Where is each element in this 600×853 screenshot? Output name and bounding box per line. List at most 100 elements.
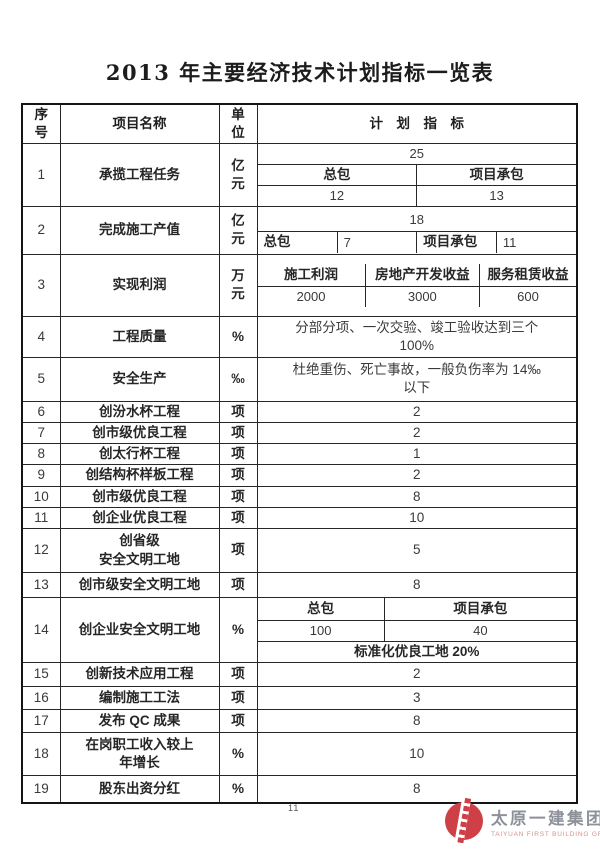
table-row: 11 创企业优良工程 项 10 [21, 506, 578, 530]
unit-cell: 项 [218, 528, 258, 574]
table-row: 1 承揽工程任务 亿 元 25 总包 项目承包 12 13 [21, 143, 578, 207]
project-name: 创新技术应用工程 [59, 662, 220, 688]
table-row: 15 创新技术应用工程 项 2 [21, 662, 578, 688]
col-header-name: 项目名称 [59, 103, 220, 145]
indicator-value: 3 [256, 686, 578, 711]
indicator-subhead: 总包 [258, 598, 385, 621]
row-no: 2 [21, 205, 61, 255]
indicator-subhead: 服务租赁收益 [479, 263, 576, 288]
unit-cell: 项 [218, 464, 258, 487]
indicator-value: 8 [256, 709, 578, 734]
indicator-subvalue: 7 [336, 231, 418, 253]
indicator-subvalue: 3000 [364, 286, 481, 307]
table-row: 12 创省级 安全文明工地 项 5 [21, 528, 578, 574]
indicator-value: 2 [256, 400, 578, 423]
table-row: 10 创市级优良工程 项 8 [21, 485, 578, 508]
indicator-subhead: 总包 [258, 163, 418, 187]
indicator-subvalue: 100 [258, 619, 385, 642]
table-row: 3 实现利润 万 元 施工利润 房地产开发收益 服务租赁收益 2000 3000… [21, 253, 578, 317]
project-name: 创市级安全文明工地 [59, 572, 220, 599]
indicator-value: 8 [256, 485, 578, 508]
indicator-subvalue: 11 [495, 231, 576, 253]
project-name: 创省级 安全文明工地 [59, 528, 220, 574]
project-name: 创结构杯样板工程 [59, 464, 220, 487]
indicator-value: 8 [256, 775, 578, 804]
indicator-value: 杜绝重伤、死亡事故，一般负伤率为 14‰ 以下 [256, 356, 578, 402]
project-name: 安全生产 [59, 356, 220, 402]
indicator-total: 18 [258, 207, 576, 233]
indicator-value: 10 [256, 732, 578, 777]
table-row: 4 工程质量 % 分部分项、一次交验、竣工验收达到三个 100% [21, 315, 578, 358]
indicator-value: 5 [256, 528, 578, 574]
unit-cell: 项 [218, 443, 258, 466]
indicator-value: 2 [256, 421, 578, 445]
project-name: 实现利润 [59, 253, 220, 317]
unit-cell: % [218, 775, 258, 804]
indicator-cell: 18 总包 7 项目承包 11 [256, 205, 578, 255]
indicator-value: 1 [256, 443, 578, 466]
row-no: 13 [21, 572, 61, 599]
unit-cell: 项 [218, 662, 258, 688]
unit-cell: % [218, 732, 258, 777]
table-row: 7 创市级优良工程 项 2 [21, 421, 578, 445]
row-no: 4 [21, 315, 61, 358]
indicator-subhead: 项目承包 [383, 598, 576, 621]
unit-cell: 万 元 [218, 253, 258, 317]
indicator-cell: 施工利润 房地产开发收益 服务租赁收益 2000 3000 600 [256, 253, 578, 317]
unit-cell: % [218, 597, 258, 664]
row-no: 12 [21, 528, 61, 574]
indicator-subhead: 房地产开发收益 [364, 263, 481, 288]
table-row: 13 创市级安全文明工地 项 8 [21, 572, 578, 599]
logo-text: 太原一建集团 TAIYUAN FIRST BUILDING GROUP [491, 805, 600, 838]
indicator-cell: 总包 项目承包 100 40 标准化优良工地 20% [256, 597, 578, 664]
unit-cell: 项 [218, 485, 258, 508]
indicator-subvalue: 13 [416, 185, 576, 206]
indicator-subvalue: 2000 [258, 286, 366, 307]
table-row: 2 完成施工产值 亿 元 18 总包 7 项目承包 11 [21, 205, 578, 255]
indicator-value: 分部分项、一次交验、竣工验收达到三个 100% [256, 315, 578, 358]
indicator-value: 8 [256, 572, 578, 599]
unit-cell: 项 [218, 400, 258, 423]
unit-cell: 项 [218, 709, 258, 734]
project-name: 股东出资分红 [59, 775, 220, 804]
project-name: 创企业安全文明工地 [59, 597, 220, 664]
table-row: 8 创太行杯工程 项 1 [21, 443, 578, 466]
unit-cell: 项 [218, 572, 258, 599]
table-row: 16 编制施工工法 项 3 [21, 686, 578, 711]
table-row: 9 创结构杯样板工程 项 2 [21, 464, 578, 487]
row-no: 9 [21, 464, 61, 487]
row-no: 10 [21, 485, 61, 508]
project-name: 创企业优良工程 [59, 506, 220, 530]
row-no: 3 [21, 253, 61, 317]
row-no: 16 [21, 686, 61, 711]
col-header-unit: 单 位 [218, 103, 258, 145]
col-header-no: 序 号 [21, 103, 61, 145]
unit-cell: 项 [218, 506, 258, 530]
page-number: 11 [288, 803, 300, 813]
row-no: 11 [21, 506, 61, 530]
row-no: 15 [21, 662, 61, 688]
col-header-indicator: 计 划 指 标 [256, 103, 578, 145]
unit-cell: 亿 元 [218, 143, 258, 207]
project-name: 在岗职工收入较上 年增长 [59, 732, 220, 777]
project-name: 创太行杯工程 [59, 443, 220, 466]
project-name: 创汾水杯工程 [59, 400, 220, 423]
table-row: 17 发布 QC 成果 项 8 [21, 709, 578, 734]
indicator-subvalue: 40 [383, 619, 576, 642]
indicator-value: 10 [256, 506, 578, 530]
page-title: 2013 年主要经济技术计划指标一览表 [105, 60, 495, 85]
company-logo: 太原一建集团 TAIYUAN FIRST BUILDING GROUP [443, 796, 600, 849]
project-name: 创市级优良工程 [59, 485, 220, 508]
indicator-cell: 25 总包 项目承包 12 13 [256, 143, 578, 207]
project-name: 工程质量 [59, 315, 220, 358]
indicator-subvalue: 600 [479, 286, 576, 307]
logo-text-cn: 太原一建集团 [491, 810, 600, 828]
logo-mark-icon [443, 796, 485, 848]
row-no: 6 [21, 400, 61, 423]
table-row: 19 股东出资分红 % 8 [21, 775, 578, 804]
indicators-table: 序 号 项目名称 单 位 计 划 指 标 1 承揽工程任务 亿 元 25 总包 … [21, 103, 578, 804]
logo-text-en: TAIYUAN FIRST BUILDING GROUP [491, 831, 600, 838]
table-header-row: 序 号 项目名称 单 位 计 划 指 标 [21, 103, 578, 145]
indicator-subhead: 总包 [258, 231, 338, 253]
